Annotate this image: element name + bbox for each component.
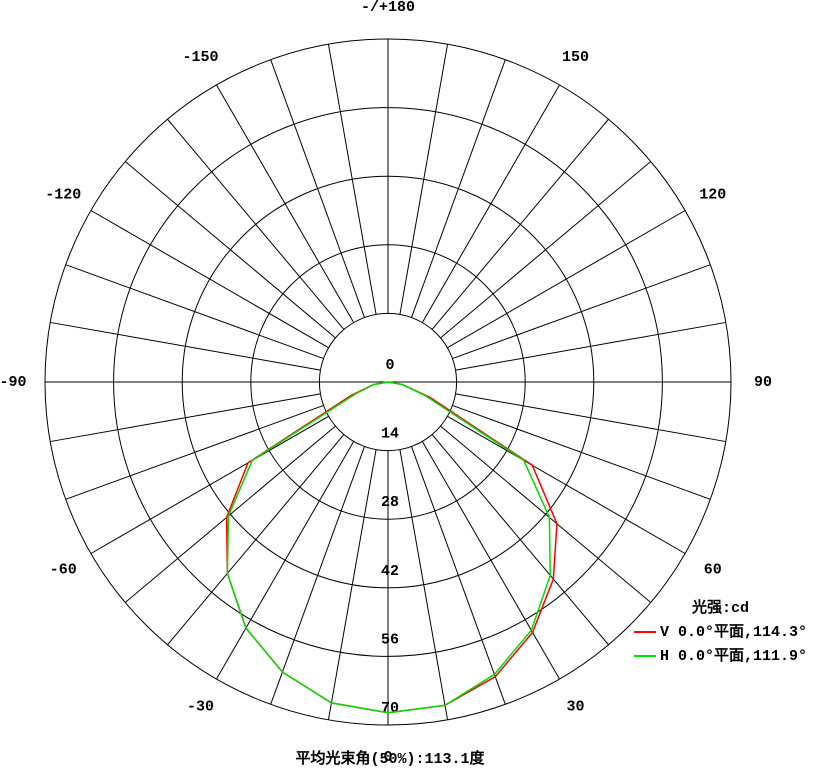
angle-tick-label: -150: [182, 49, 218, 66]
angle-tick-label: 90: [754, 374, 772, 391]
angle-tick-label: 120: [699, 186, 726, 203]
angle-tick-label: -90: [0, 374, 27, 391]
r-tick-label: 0: [385, 357, 394, 374]
r-tick-label: 70: [381, 700, 399, 717]
legend-label: H 0.0°平面,111.9°: [660, 647, 807, 665]
r-tick-label: 56: [381, 631, 399, 648]
angle-tick-label: -30: [187, 699, 214, 716]
angle-tick-label: 30: [566, 699, 584, 716]
grid-circle: [44, 38, 732, 726]
r-tick-label: 28: [381, 494, 399, 511]
r-tick-label: 14: [381, 426, 399, 443]
angle-tick-label: -60: [50, 561, 77, 578]
footer: 平均光束角(50%):113.1度: [295, 749, 485, 768]
series-line: [226, 381, 551, 714]
angle-tick-label: 0: [383, 749, 392, 766]
angle-tick-label: 60: [704, 561, 722, 578]
r-tick-label: 42: [381, 563, 399, 580]
legend-label: V 0.0°平面,114.3°: [660, 623, 807, 641]
grid-circle: [318, 312, 458, 452]
angle-tick-label: -/+180: [361, 0, 415, 16]
angle-tick-label: -120: [45, 186, 81, 203]
angle-tick-label: 150: [562, 49, 589, 66]
grid-circle: [250, 244, 526, 520]
grid-circle: [113, 107, 663, 657]
legend-title: 光强:cd: [691, 598, 749, 617]
grid-circle: [181, 175, 595, 589]
